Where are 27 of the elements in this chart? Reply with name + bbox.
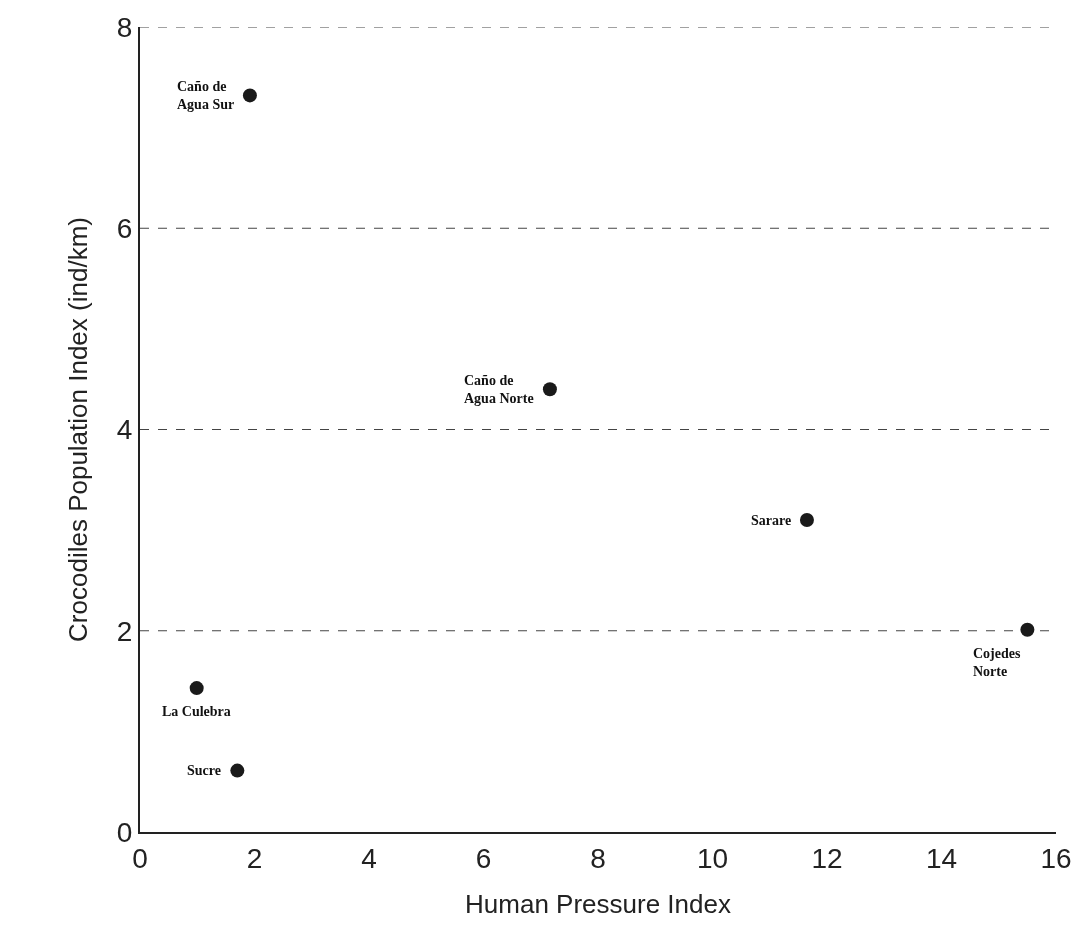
x-tick-label: 10	[696, 842, 729, 874]
point	[1020, 622, 1035, 637]
point	[189, 681, 204, 696]
point	[230, 763, 245, 778]
x-tick-label: 14	[925, 842, 958, 874]
point	[799, 513, 814, 528]
annotation: Sucre	[187, 763, 221, 778]
annotation: Cojedes Norte	[973, 646, 1021, 680]
y-tick-label: 4	[116, 414, 133, 446]
point	[542, 382, 557, 397]
annotation: La Culebra	[162, 704, 231, 719]
x-tick-label: 8	[590, 842, 606, 874]
point	[242, 88, 257, 103]
x-tick-label: 4	[361, 842, 377, 874]
annotation: Sarare	[751, 513, 792, 528]
x-tick-label: 12	[811, 842, 843, 874]
y-tick-label: 6	[116, 213, 133, 245]
annotation: Caño de Agua Norte	[464, 373, 534, 407]
y-axis-title: Crocodiles Population Index (ind/km)	[62, 217, 93, 642]
x-tick-label: 2	[246, 842, 263, 874]
x-tick-label: 16	[1040, 842, 1072, 874]
y-tick-label: 2	[116, 615, 133, 647]
y-tick-label: 0	[116, 816, 133, 848]
x-tick-label: 6	[475, 842, 492, 874]
annotation: Caño de Agua Sur	[177, 79, 235, 113]
x-axis-title: Human Pressure Index	[465, 888, 731, 919]
y-tick-label: 8	[116, 11, 133, 43]
